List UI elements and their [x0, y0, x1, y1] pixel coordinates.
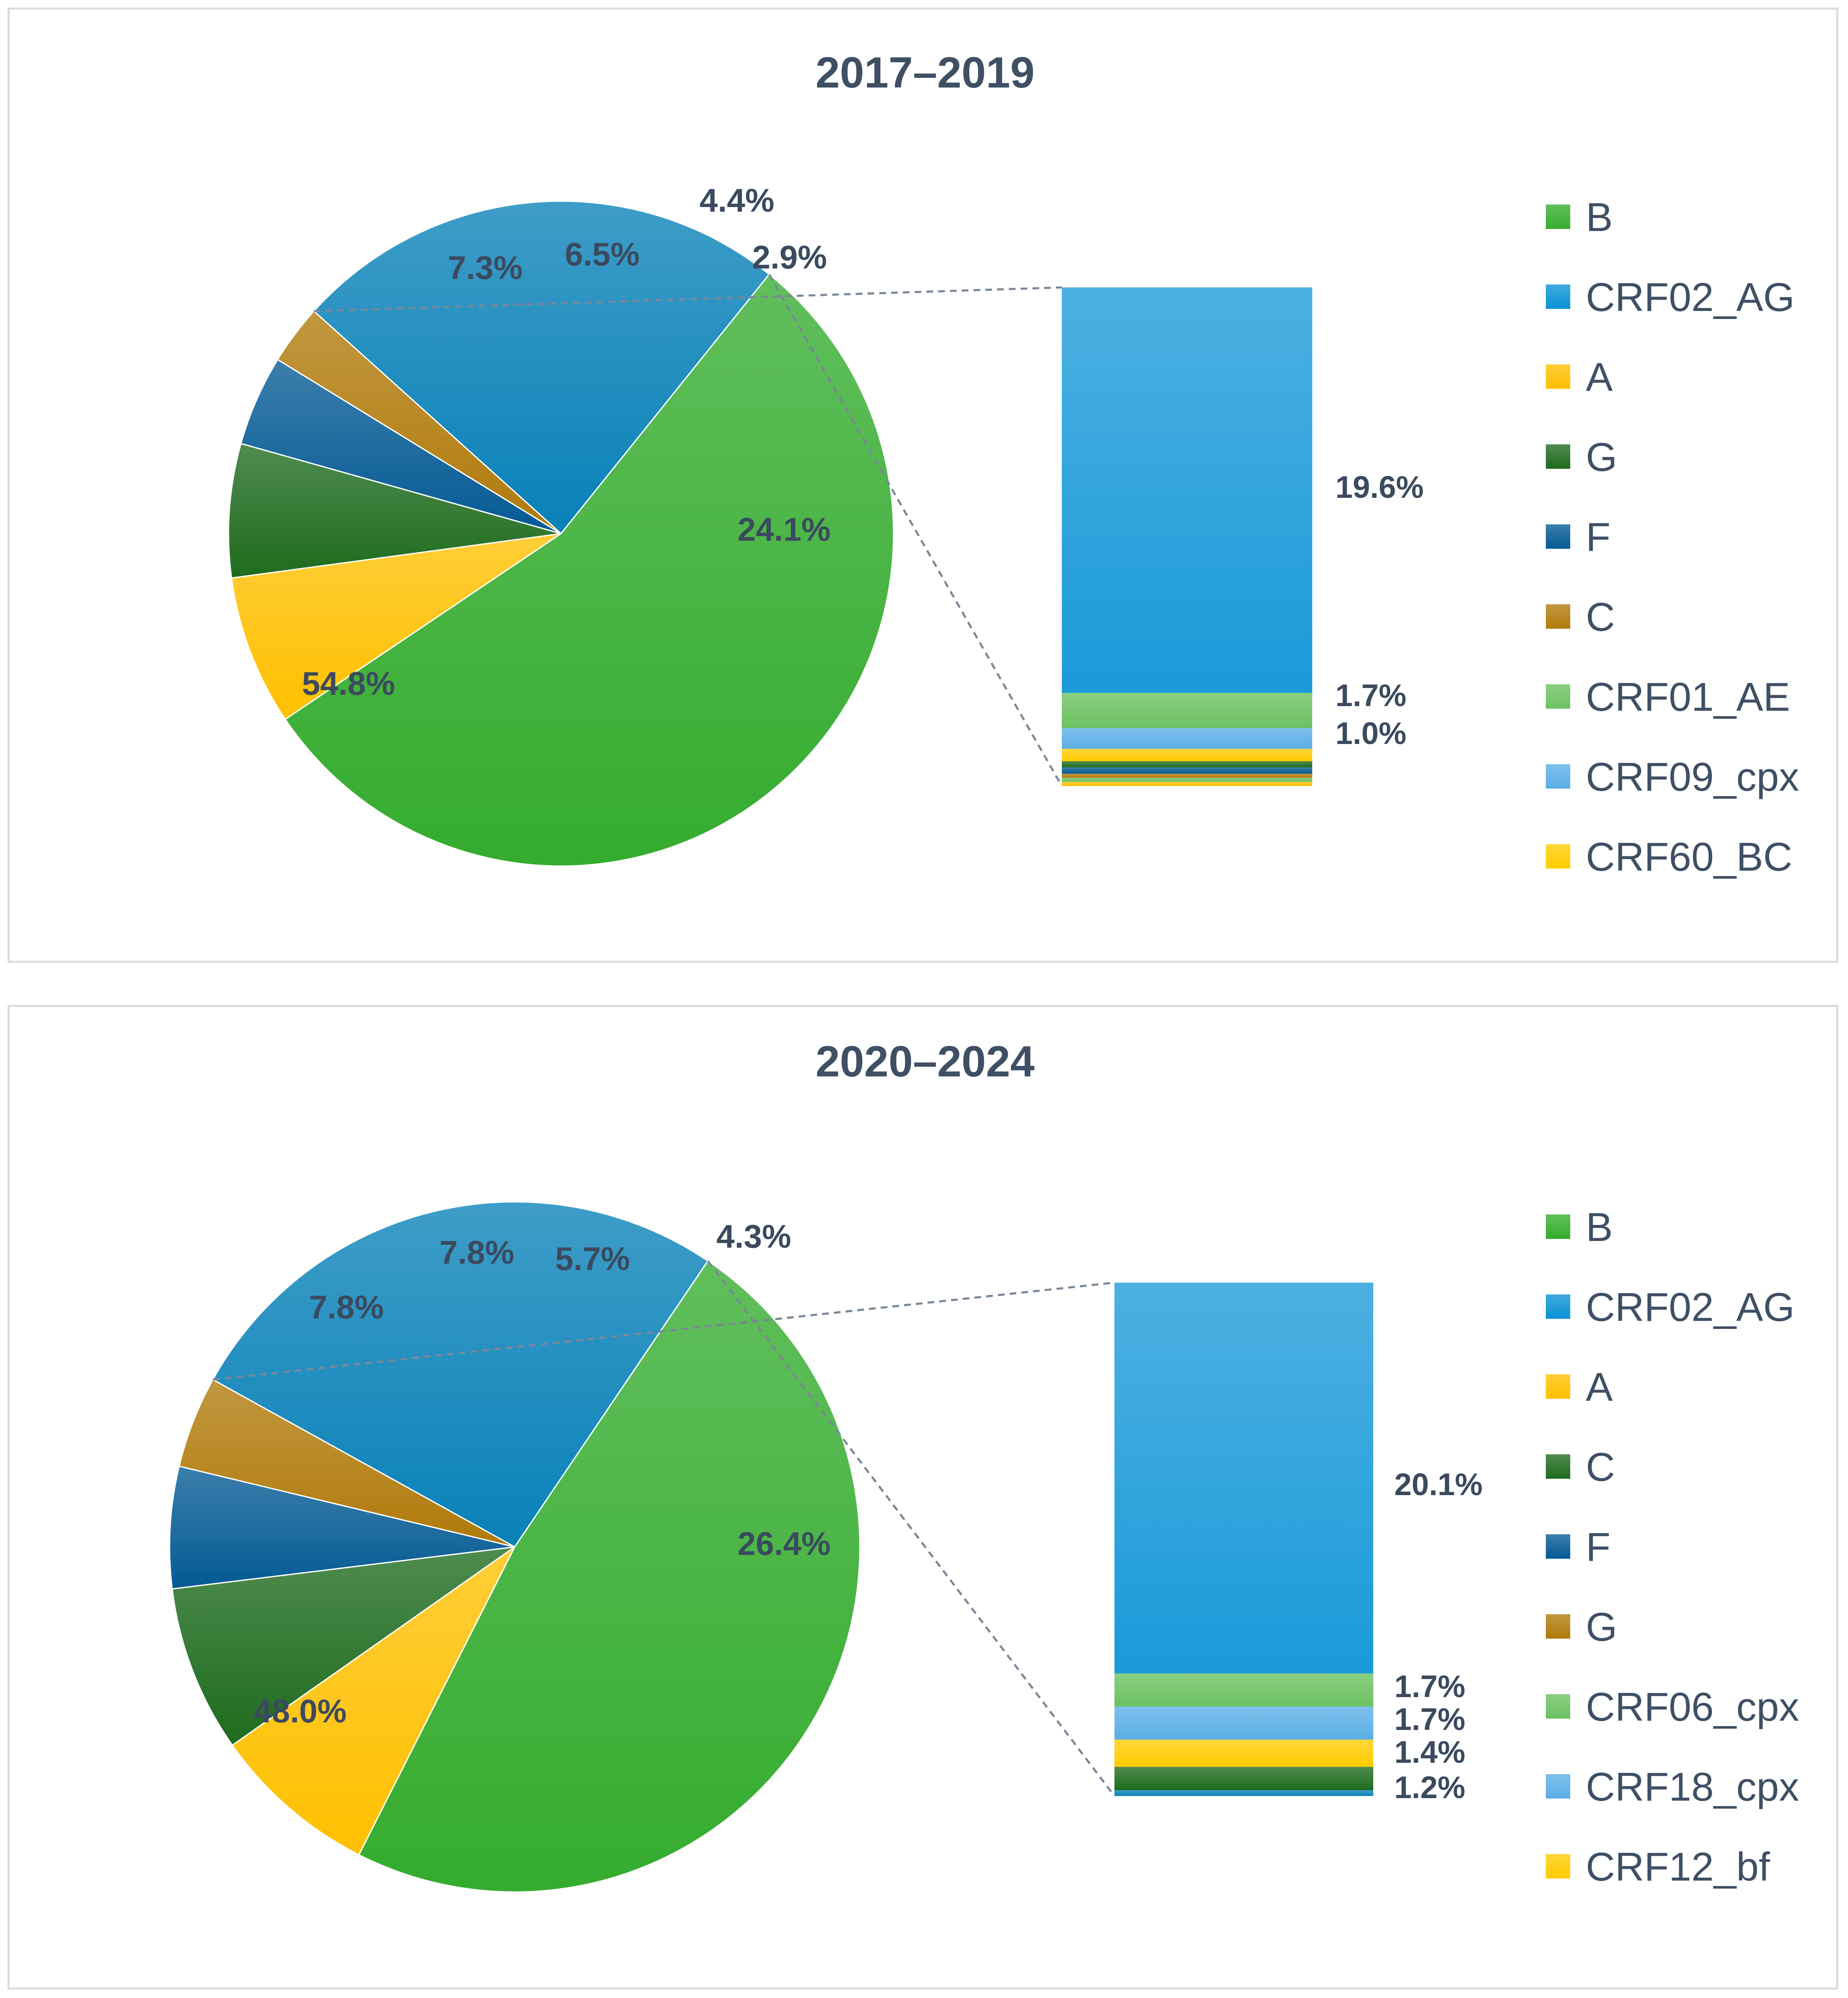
pie [169, 1201, 861, 1893]
legend-label-g: G [1586, 1605, 1617, 1650]
connector-line-bottom [707, 1260, 1115, 1797]
legend-label-b: B [1586, 195, 1613, 240]
legend-label-f: F [1586, 1525, 1611, 1570]
legend-swatch-crf60-bc [1546, 844, 1570, 869]
legend-label-c: C [1586, 1445, 1615, 1490]
bar-label-crf12-bf: 1.4% [1394, 1735, 1465, 1770]
bar-segment-other-2 [1114, 1790, 1373, 1796]
bar-segment-crf12-bf [1114, 1740, 1373, 1767]
connector-line-bottom [768, 274, 1063, 787]
bar-label-crf18-cpx: 1.7% [1394, 1702, 1465, 1737]
bar-label-crf09-cpx: 1.0% [1335, 716, 1407, 751]
pie-slice-b [358, 1260, 861, 1893]
bar-segment-other-5 [1062, 782, 1312, 786]
bar-label-crf01-ae: 1.7% [1335, 678, 1407, 713]
bar-segment-other-1 [1114, 1767, 1373, 1791]
bar-segment-other-1 [1062, 761, 1312, 768]
legend-label-f: F [1586, 515, 1611, 560]
bar-segment-crf09-cpx [1062, 728, 1312, 749]
legend-swatch-c [1546, 604, 1570, 629]
legend-swatch-crf09-cpx [1546, 764, 1570, 789]
chart-title: 2017–2019 [816, 48, 1035, 97]
pie-label-c: 2.9% [752, 239, 827, 276]
legend-swatch-g [1546, 444, 1570, 469]
pie-slice-a [231, 1546, 516, 1856]
pie-slice-crf02-ag [313, 200, 770, 535]
pie-label-g: 6.5% [565, 236, 640, 273]
bar-segment-crf01-ae [1062, 693, 1312, 728]
pie-slice-crf02-ag [212, 1201, 709, 1548]
bar-segment-crf02-ag [1062, 287, 1312, 693]
pie-label-c: 7.8% [439, 1234, 514, 1271]
pie-label-crf02-ag: 26.4% [737, 1525, 830, 1562]
bar-label-crf06-cpx: 1.7% [1394, 1669, 1465, 1704]
legend-swatch-b [1546, 1214, 1570, 1239]
legend-swatch-b [1546, 205, 1570, 229]
legend-label-crf09-cpx: CRF09_cpx [1586, 755, 1799, 800]
pie-label-b: 54.8% [302, 665, 395, 702]
bar-segment-crf60-bc [1062, 749, 1312, 761]
legend-swatch-crf01-ae [1546, 684, 1570, 709]
pie-label-g: 4.3% [716, 1218, 791, 1255]
legend-swatch-a [1546, 364, 1570, 389]
legend-label-crf02-ag: CRF02_AG [1586, 1285, 1795, 1330]
legend-swatch-crf02-ag [1546, 1294, 1570, 1319]
chart-panel-2017-2019: 2017–2019 24.1% 54.8% 7.3% 6.5% 4.4% 2.9% 19.6%… [8, 8, 1838, 963]
pie-slice-c [171, 1546, 515, 1746]
pie-slice-b [284, 273, 894, 867]
legend-label-a: A [1586, 355, 1613, 400]
bar-label-crf02-ag: 20.1% [1394, 1467, 1483, 1502]
pie-of-bar-chart-2020-2024: 2020–2024 26.4% 48.0% 7.8% 7.8% 5.7% 4.3% 20.1%… [169, 1037, 1799, 1893]
legend-swatch-a [1546, 1374, 1570, 1399]
legend-swatch-g [1546, 1614, 1570, 1639]
legend-label-crf60-bc: CRF60_BC [1586, 834, 1792, 879]
legend-label-g: G [1586, 435, 1617, 480]
bar-label-other-1: 1.2% [1394, 1770, 1465, 1805]
bar-segment-crf18-cpx [1114, 1706, 1373, 1740]
legend-swatch-f [1546, 1534, 1570, 1559]
pie-slice-f [240, 359, 561, 534]
bar-segment-crf02-ag [1114, 1283, 1373, 1674]
stacked-bar [1062, 287, 1312, 786]
chart-panel-2020-2024: 2020–2024 26.4% 48.0% 7.8% 7.8% 5.7% 4.3% 20.1%… [8, 1005, 1838, 1990]
pie-label-a: 7.3% [448, 249, 523, 286]
legend-swatch-crf18-cpx [1546, 1774, 1570, 1799]
pie [228, 200, 894, 867]
bar-segment-crf06-cpx [1114, 1673, 1373, 1707]
bar-segment-other-3 [1062, 773, 1312, 778]
chart-title: 2020–2024 [816, 1037, 1035, 1086]
pie-label-b: 48.0% [253, 1692, 346, 1730]
legend-label-a: A [1586, 1365, 1613, 1410]
legend-label-c: C [1586, 595, 1615, 640]
pie-label-f: 5.7% [555, 1240, 630, 1277]
bar-label-crf02-ag: 19.6% [1335, 470, 1424, 505]
legend-swatch-c [1546, 1454, 1570, 1479]
bar-segment-other-4 [1062, 778, 1312, 782]
pie-slice-g [178, 1379, 515, 1548]
pie-slice-g [228, 443, 561, 579]
stacked-bar [1114, 1283, 1373, 1796]
legend-swatch-crf06-cpx [1546, 1694, 1570, 1719]
legend-label-crf06-cpx: CRF06_cpx [1586, 1684, 1799, 1730]
legend-label-crf02-ag: CRF02_AG [1586, 275, 1795, 320]
bar-segment-other-2 [1062, 767, 1312, 774]
legend-label-b: B [1586, 1205, 1613, 1250]
pie-label-a: 7.8% [309, 1289, 384, 1326]
pie-slice-a [231, 533, 561, 720]
connector-line-top [213, 1281, 1115, 1381]
legend-swatch-crf02-ag [1546, 284, 1570, 309]
legend-swatch-f [1546, 524, 1570, 549]
legend-label-crf12-bf: CRF12_bf [1586, 1844, 1770, 1889]
pie-slice-c [277, 310, 562, 534]
pie-slice-f [169, 1465, 515, 1590]
pie-label-crf02-ag: 24.1% [737, 511, 830, 548]
pie-label-f: 4.4% [699, 182, 774, 219]
legend-swatch-crf12-bf [1546, 1854, 1570, 1878]
legend-label-crf01-ae: CRF01_AE [1586, 675, 1790, 720]
legend-label-crf18-cpx: CRF18_cpx [1586, 1764, 1799, 1809]
pie-of-bar-chart-2017-2019: 2017–2019 24.1% 54.8% 7.3% 6.5% 4.4% 2.9% 19.6%… [228, 48, 1799, 879]
